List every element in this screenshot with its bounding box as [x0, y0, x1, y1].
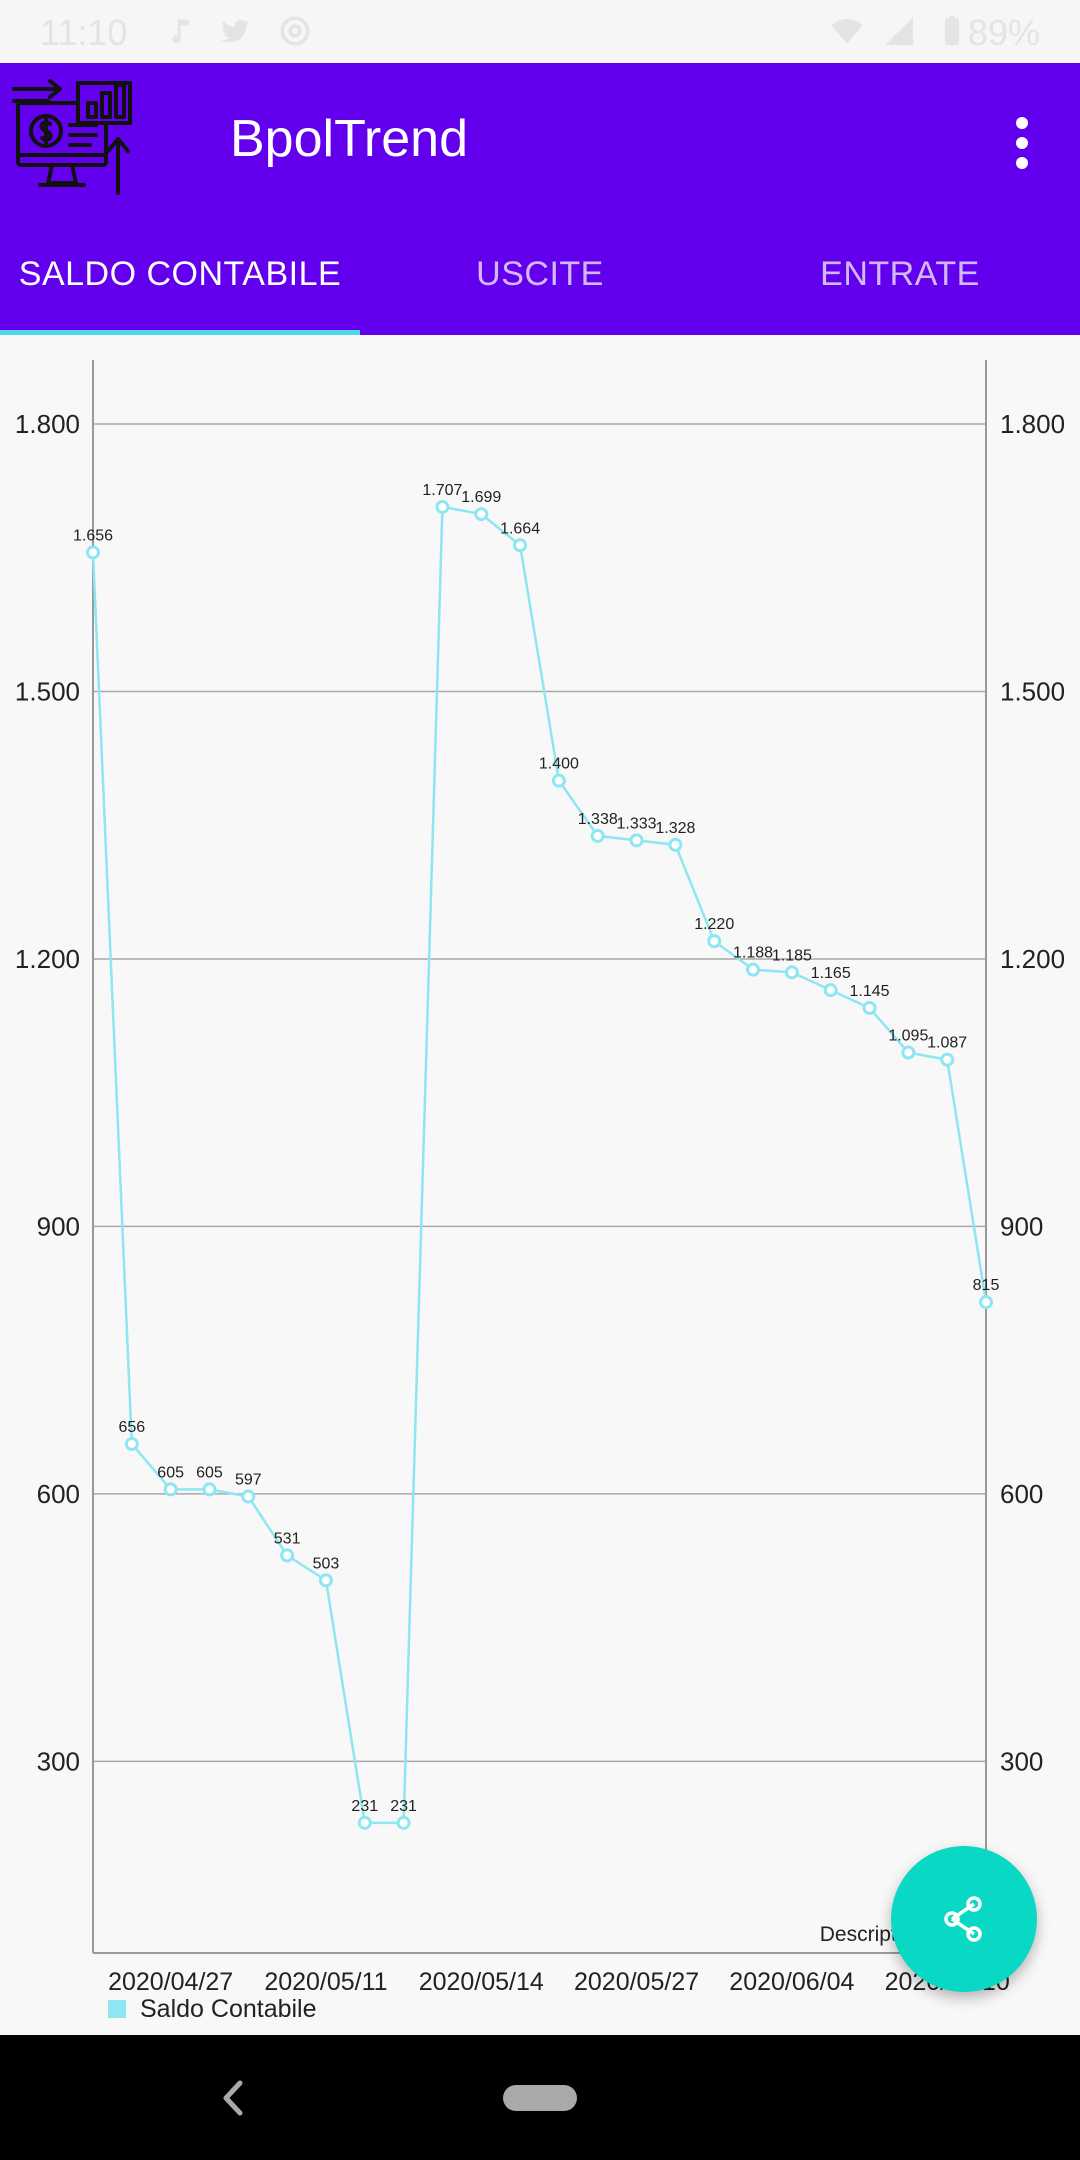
tab-uscite[interactable]: USCITE — [476, 254, 604, 293]
data-label: 1.328 — [655, 820, 695, 837]
home-pill[interactable] — [503, 2085, 577, 2111]
data-label: 1.165 — [811, 965, 851, 982]
data-label: 1.095 — [888, 1028, 928, 1045]
y-tick-label-right: 300 — [1000, 1746, 1043, 1776]
data-label: 1.220 — [694, 916, 734, 933]
x-tick-label: 2020/05/11 — [264, 1968, 387, 1996]
series-line — [91, 505, 988, 1825]
share-button[interactable] — [891, 1846, 1037, 1992]
data-point — [124, 1436, 139, 1451]
y-tick-label-left: 1.800 — [15, 409, 80, 439]
data-point — [513, 538, 528, 553]
data-point — [707, 934, 722, 949]
data-label: 1.185 — [772, 947, 812, 964]
data-label: 231 — [351, 1798, 378, 1815]
tab-bar: SALDO CONTABILE USCITE ENTRATE — [0, 213, 1080, 335]
data-point — [940, 1052, 955, 1067]
data-point — [901, 1045, 916, 1060]
data-label: 605 — [196, 1464, 223, 1481]
chart-area[interactable]: 300 300 600 600 900 900 1.200 1.200 1.500 1.500 1.… — [0, 335, 1080, 2035]
data-point — [435, 499, 450, 514]
data-label: 503 — [313, 1555, 340, 1572]
data-point — [474, 507, 489, 522]
share-icon — [944, 1896, 982, 1942]
data-label: 1.656 — [73, 527, 113, 544]
data-point — [318, 1573, 333, 1588]
legend-label: Saldo Contabile — [140, 1995, 317, 2023]
battery-icon — [944, 15, 960, 46]
data-label: 231 — [390, 1798, 417, 1815]
tab-entrate[interactable]: ENTRATE — [820, 254, 980, 293]
data-label: 1.087 — [927, 1035, 967, 1052]
back-icon[interactable] — [218, 2075, 248, 2121]
data-label: 1.664 — [500, 520, 540, 537]
data-label: 1.145 — [849, 983, 889, 1000]
y-tick-label-right: 1.800 — [1000, 409, 1065, 439]
legend-swatch — [108, 2000, 126, 2018]
signal-icon — [884, 16, 914, 46]
balance-line-chart[interactable]: 300 300 600 600 900 900 1.200 1.200 1.500 1.500 1.… — [0, 335, 1080, 2035]
more-vert-icon[interactable] — [1005, 113, 1039, 173]
data-point — [590, 828, 605, 843]
data-label: 1.333 — [617, 815, 657, 832]
navigation-bar — [0, 2035, 1080, 2160]
data-point — [357, 1815, 372, 1830]
finance-monitor-icon — [12, 79, 132, 195]
data-point — [746, 962, 761, 977]
data-label: 1.699 — [461, 489, 501, 506]
at-icon — [280, 16, 310, 46]
y-tick-label-left: 1.500 — [15, 676, 80, 706]
data-label: 531 — [274, 1530, 301, 1547]
data-point — [86, 545, 100, 560]
y-tick-label-left: 600 — [37, 1479, 80, 1509]
y-tick-label-right: 900 — [1000, 1211, 1043, 1241]
x-tick-label: 2020/05/14 — [419, 1968, 544, 1996]
wifi-icon — [831, 19, 863, 44]
app-title: BpolTrend — [230, 110, 468, 168]
y-tick-label-right: 1.200 — [1000, 944, 1065, 974]
y-tick-label-left: 900 — [37, 1211, 80, 1241]
tab-indicator — [0, 330, 360, 335]
data-label: 1.707 — [422, 482, 462, 499]
y-tick-label-right: 600 — [1000, 1479, 1043, 1509]
data-label: 1.338 — [578, 811, 618, 828]
data-point — [668, 837, 683, 852]
y-tick-label-left: 1.200 — [15, 944, 80, 974]
x-tick-label: 2020/04/27 — [108, 1968, 233, 1996]
data-point — [202, 1482, 217, 1497]
data-point — [551, 773, 566, 788]
x-tick-label: 2020/05/27 — [574, 1968, 699, 1996]
battery-percent: 89% — [967, 12, 1040, 53]
data-point — [979, 1295, 993, 1310]
data-point — [280, 1548, 295, 1563]
tab-saldo-contabile[interactable]: SALDO CONTABILE — [18, 254, 342, 293]
data-label: 815 — [973, 1277, 1000, 1294]
y-tick-label-left: 300 — [37, 1746, 80, 1776]
data-label: 597 — [235, 1472, 262, 1489]
music-icon — [172, 19, 190, 44]
data-point — [163, 1482, 178, 1497]
status-bar: 11:10 89% — [0, 0, 1080, 63]
data-point — [823, 983, 838, 998]
y-tick-label-right: 1.500 — [1000, 676, 1065, 706]
x-tick-label: 2020/06/04 — [729, 1968, 854, 1996]
data-point — [629, 833, 644, 848]
data-point — [241, 1489, 256, 1504]
data-label: 1.400 — [539, 756, 579, 773]
data-point — [862, 1000, 877, 1015]
data-label: 605 — [157, 1464, 184, 1481]
data-label: 656 — [118, 1419, 145, 1436]
data-point — [396, 1815, 411, 1830]
data-label: 1.188 — [733, 945, 773, 962]
data-point — [784, 965, 799, 980]
twitter-icon — [220, 19, 250, 43]
app-bar: BpolTrend SALDO CONTABILE USCITE ENTRATE — [0, 63, 1080, 335]
status-time: 11:10 — [40, 12, 128, 53]
